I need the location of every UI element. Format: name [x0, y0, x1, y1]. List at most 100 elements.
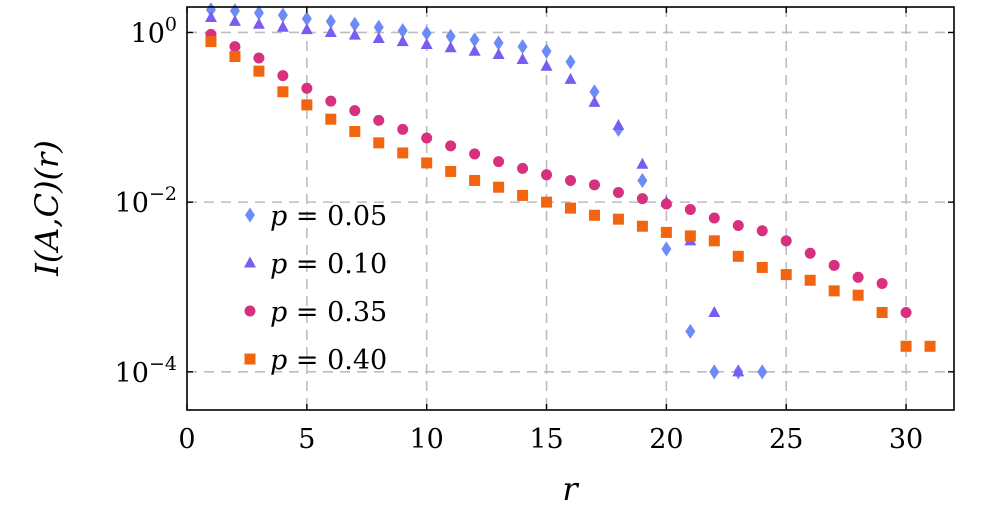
x-tick-label: 15	[529, 424, 563, 455]
data-point-diamond	[301, 11, 312, 27]
legend-entry: p = 0.35	[244, 297, 387, 328]
data-point-diamond	[253, 5, 264, 21]
series-3	[205, 36, 936, 352]
data-point-diamond	[445, 28, 456, 44]
data-point-triangle	[420, 38, 433, 50]
data-point-diamond	[277, 7, 288, 23]
legend-entry: p = 0.40	[244, 345, 387, 376]
data-point-square	[493, 181, 505, 193]
data-point-square	[445, 165, 457, 177]
data-point-diamond	[589, 84, 600, 100]
legend-entry: p = 0.10	[244, 249, 387, 280]
x-tick-label: 20	[649, 424, 683, 455]
data-point-circle	[588, 179, 600, 191]
y-tick-label: 100	[131, 13, 177, 49]
data-point-triangle	[300, 23, 313, 35]
x-tick-label: 5	[298, 424, 315, 455]
data-point-square	[588, 209, 600, 221]
axis-ticks: 0 5 10 15 20 25 30 100 10−2 10−4	[115, 7, 954, 455]
data-point-circle	[325, 95, 337, 107]
legend-marker-circle	[244, 305, 256, 317]
data-point-circle	[493, 156, 505, 168]
data-point-square	[421, 157, 433, 169]
data-point-square	[612, 213, 624, 225]
x-tick-label: 10	[410, 424, 444, 455]
x-tick-label: 25	[769, 424, 803, 455]
legend-marker-triangle	[244, 256, 256, 268]
data-point-triangle	[324, 25, 337, 37]
data-point-triangle	[372, 31, 385, 43]
data-point-circle	[445, 140, 457, 152]
data-point-triangle	[204, 11, 217, 23]
data-point-square	[780, 269, 792, 281]
data-point-circle	[708, 212, 720, 224]
legend-label: p = 0.10	[270, 249, 387, 280]
data-point-square	[708, 235, 720, 247]
data-point-square	[325, 113, 337, 125]
data-point-triangle	[492, 47, 505, 59]
data-point-diamond	[493, 35, 504, 51]
data-point-square	[517, 189, 529, 201]
legend: p = 0.05 p = 0.10 p = 0.35 p = 0.40	[244, 201, 387, 376]
y-tick-label: 10−2	[115, 183, 177, 219]
data-point-square	[277, 86, 289, 98]
data-point-square	[756, 261, 768, 273]
data-point-circle	[373, 114, 385, 126]
data-point-square	[876, 307, 888, 319]
data-point-circle	[612, 186, 624, 198]
data-point-triangle	[564, 72, 577, 84]
data-point-circle	[349, 105, 361, 117]
data-point-diamond	[517, 39, 528, 55]
data-point-square	[804, 274, 816, 286]
data-point-circle	[565, 174, 576, 186]
data-point-diamond	[325, 13, 336, 29]
data-point-diamond	[685, 323, 696, 339]
data-point-circle	[397, 123, 409, 135]
data-point-circle	[876, 277, 888, 289]
legend-entry: p = 0.05	[245, 201, 387, 232]
data-point-circle	[660, 198, 672, 210]
data-point-square	[828, 285, 840, 297]
data-point-triangle	[636, 157, 649, 169]
data-point-triangle	[252, 17, 265, 29]
data-point-circle	[421, 132, 433, 144]
data-point-diamond	[709, 364, 720, 380]
legend-label: p = 0.35	[270, 297, 387, 328]
data-point-circle	[780, 235, 792, 247]
data-point-square	[253, 65, 265, 77]
series-2	[205, 28, 912, 319]
data-point-diamond	[373, 19, 384, 35]
data-point-triangle	[612, 119, 625, 131]
data-point-square	[684, 230, 696, 242]
data-point-square	[660, 226, 672, 238]
data-point-triangle	[396, 35, 409, 47]
y-tick-label: 10−4	[115, 353, 177, 389]
plot-frame	[186, 6, 955, 411]
data-point-triangle	[468, 44, 481, 56]
data-point-triangle	[444, 41, 457, 53]
x-tick-label: 0	[178, 424, 195, 455]
data-point-triangle	[348, 28, 361, 40]
data-point-circle	[636, 193, 648, 205]
data-point-diamond	[565, 54, 576, 70]
data-point-circle	[277, 70, 289, 82]
data-point-square	[349, 126, 361, 138]
data-point-circle	[541, 169, 553, 181]
data-point-square	[205, 36, 217, 48]
data-point-diamond	[205, 2, 216, 18]
data-point-circle	[301, 82, 313, 94]
data-point-square	[229, 51, 241, 63]
data-point-diamond	[421, 25, 432, 41]
data-point-square	[469, 174, 481, 186]
legend-marker-diamond	[245, 207, 255, 223]
data-point-square	[900, 340, 912, 352]
y-axis-label: I(A,C)(r)	[28, 140, 66, 277]
data-point-diamond	[349, 16, 360, 32]
data-point-diamond	[637, 172, 648, 188]
data-point-circle	[469, 148, 481, 160]
grid	[187, 7, 954, 410]
data-point-diamond	[397, 23, 408, 39]
data-point-diamond	[757, 364, 768, 380]
data-point-square	[397, 147, 409, 159]
